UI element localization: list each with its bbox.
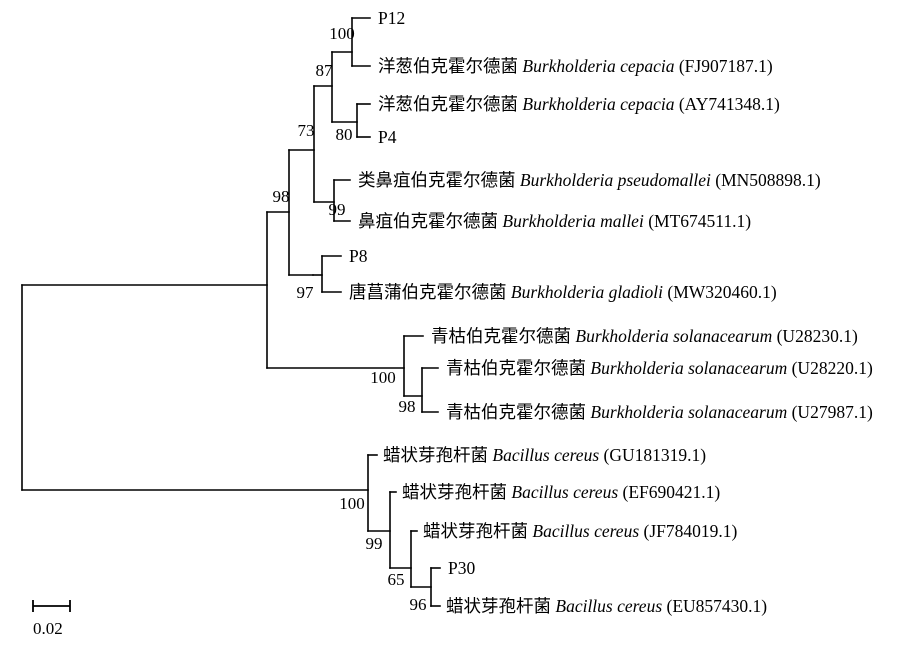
- leaf-mallei-chinese: 鼻疽伯克霍尔德菌: [358, 211, 498, 231]
- node-97-clade: [312, 255, 342, 293]
- leaf-solanacearum-u28220-accession: (U28220.1): [792, 358, 873, 378]
- scale-bar: 0.02: [32, 600, 71, 638]
- leaf-solanacearum-u27987-scientific: Burkholderia solanacearum: [590, 402, 787, 422]
- leaf-cereus-gu-scientific: Bacillus cereus: [492, 445, 599, 465]
- node-98-solanacearum-clade: [421, 367, 439, 413]
- leaf-pseudomallei-accession: (MN508898.1): [715, 170, 821, 190]
- leaf-label-gladioli-mw320460: 唐菖蒲伯克霍尔德菌 Burkholderia gladioli (MW32046…: [349, 282, 777, 302]
- bootstrap-98-burkholderia: 98: [273, 187, 290, 206]
- burkholderia-superclade: [266, 211, 405, 369]
- leaf-label-mallei-mt674511: 鼻疽伯克霍尔德菌 Burkholderia mallei (MT674511.1…: [358, 211, 751, 231]
- leaf-solanacearum-u28220-chinese: 青枯伯克霍尔德菌: [446, 358, 586, 378]
- leaf-p12-plain: P12: [378, 8, 405, 28]
- node-100-cereus-clade: [367, 454, 391, 532]
- bootstrap-100-cereus: 100: [339, 494, 365, 513]
- leaf-label-cereus-gu181319: 蜡状芽孢杆菌 Bacillus cereus (GU181319.1): [383, 445, 706, 465]
- bootstrap-values: 100 87 80 73 99 98 97 100 98 100 99 65 9…: [273, 24, 427, 614]
- leaf-label-cepacia-ay741348: 洋葱伯克霍尔德菌 Burkholderia cepacia (AY741348.…: [378, 94, 780, 114]
- leaf-pseudomallei-scientific: Burkholderia pseudomallei: [520, 170, 711, 190]
- bootstrap-100-solanacearum: 100: [370, 368, 396, 387]
- node-96-cereus-clade: [430, 567, 441, 607]
- leaf-gladioli-scientific: Burkholderia gladioli: [511, 282, 663, 302]
- bootstrap-65-cereus: 65: [388, 570, 405, 589]
- leaf-cereus-ef-scientific: Bacillus cereus: [511, 482, 618, 502]
- node-73-clade: [313, 85, 335, 203]
- leaf-label-solanacearum-u27987: 青枯伯克霍尔德菌 Burkholderia solanacearum (U279…: [446, 402, 873, 422]
- leaf-solanacearum-u28230-accession: (U28230.1): [777, 326, 858, 346]
- leaf-gladioli-accession: (MW320460.1): [667, 282, 777, 302]
- node-100-cepacia-clade: [351, 17, 371, 67]
- leaf-mallei-scientific: Burkholderia mallei: [502, 211, 644, 231]
- leaf-label-p12: P12: [378, 8, 405, 28]
- leaf-cereus-eu-scientific: Bacillus cereus: [555, 596, 662, 616]
- leaf-label-pseudomallei-mn508898: 类鼻疽伯克霍尔德菌 Burkholderia pseudomallei (MN5…: [358, 170, 821, 190]
- leaf-cereus-eu-accession: (EU857430.1): [667, 596, 768, 616]
- leaf-cepacia-ay-chinese: 洋葱伯克霍尔德菌: [378, 94, 518, 114]
- leaf-label-cereus-eu857430: 蜡状芽孢杆菌 Bacillus cereus (EU857430.1): [446, 596, 767, 616]
- leaf-p30-plain: P30: [448, 558, 475, 578]
- leaf-cereus-gu-chinese: 蜡状芽孢杆菌: [383, 445, 488, 465]
- leaf-cereus-ef-chinese: 蜡状芽孢杆菌: [402, 482, 507, 502]
- bootstrap-99-cereus: 99: [366, 534, 383, 553]
- bootstrap-80: 80: [336, 125, 353, 144]
- leaf-solanacearum-u28220-scientific: Burkholderia solanacearum: [590, 358, 787, 378]
- leaf-label-cereus-jf784019: 蜡状芽孢杆菌 Bacillus cereus (JF784019.1): [423, 521, 738, 541]
- bootstrap-99-mallei: 99: [329, 200, 346, 219]
- leaf-label-p30: P30: [448, 558, 475, 578]
- leaf-cepacia-ay-accession: (AY741348.1): [679, 94, 780, 114]
- root-branches: [21, 284, 369, 491]
- leaf-labels: P12 洋葱伯克霍尔德菌 Burkholderia cepacia (FJ907…: [349, 8, 873, 616]
- bootstrap-100-cepacia: 100: [329, 24, 355, 43]
- leaf-label-p4: P4: [378, 127, 397, 147]
- bootstrap-97-gladioli: 97: [297, 283, 315, 302]
- leaf-mallei-accession: (MT674511.1): [648, 211, 751, 231]
- leaf-label-p8: P8: [349, 246, 368, 266]
- bootstrap-98-solanacearum: 98: [399, 397, 416, 416]
- scale-bar-label: 0.02: [33, 619, 63, 638]
- leaf-solanacearum-u28230-chinese: 青枯伯克霍尔德菌: [431, 326, 571, 346]
- bootstrap-73: 73: [298, 121, 315, 140]
- node-99-mallei-clade: [333, 179, 351, 222]
- node-65-cereus-clade: [410, 530, 432, 588]
- node-100-solanacearum-clade: [403, 335, 424, 397]
- leaf-label-cepacia-fj907187: 洋葱伯克霍尔德菌 Burkholderia cepacia (FJ907187.…: [378, 56, 773, 76]
- leaf-solanacearum-u27987-chinese: 青枯伯克霍尔德菌: [446, 402, 586, 422]
- leaf-cepacia-fj-scientific: Burkholderia cepacia: [522, 56, 674, 76]
- node-87-clade: [331, 51, 358, 123]
- leaf-cereus-gu-accession: (GU181319.1): [604, 445, 707, 465]
- leaf-pseudomallei-chinese: 类鼻疽伯克霍尔德菌: [358, 170, 516, 190]
- scale-bar-line: [32, 600, 71, 612]
- leaf-cereus-jf-accession: (JF784019.1): [644, 521, 738, 541]
- leaf-cepacia-fj-chinese: 洋葱伯克霍尔德菌: [378, 56, 518, 76]
- leaf-label-cereus-ef690421: 蜡状芽孢杆菌 Bacillus cereus (EF690421.1): [402, 482, 720, 502]
- leaf-label-solanacearum-u28220: 青枯伯克霍尔德菌 Burkholderia solanacearum (U282…: [446, 358, 873, 378]
- leaf-label-solanacearum-u28230: 青枯伯克霍尔德菌 Burkholderia solanacearum (U282…: [431, 326, 858, 346]
- leaf-p8-plain: P8: [349, 246, 368, 266]
- leaf-solanacearum-u28230-scientific: Burkholderia solanacearum: [575, 326, 772, 346]
- leaf-gladioli-chinese: 唐菖蒲伯克霍尔德菌: [349, 282, 507, 302]
- leaf-solanacearum-u27987-accession: (U27987.1): [792, 402, 873, 422]
- node-80-clade: [356, 103, 371, 138]
- leaf-cereus-jf-chinese: 蜡状芽孢杆菌: [423, 521, 528, 541]
- leaf-cepacia-fj-accession: (FJ907187.1): [679, 56, 773, 76]
- bootstrap-96-cereus: 96: [410, 595, 427, 614]
- leaf-p4-plain: P4: [378, 127, 397, 147]
- leaf-cereus-eu-chinese: 蜡状芽孢杆菌: [446, 596, 551, 616]
- node-98-clade: [288, 149, 315, 276]
- leaf-cereus-ef-accession: (EF690421.1): [623, 482, 721, 502]
- leaf-cereus-jf-scientific: Bacillus cereus: [532, 521, 639, 541]
- node-99-cereus-clade: [389, 491, 412, 569]
- bootstrap-87: 87: [316, 61, 334, 80]
- leaf-cepacia-ay-scientific: Burkholderia cepacia: [522, 94, 674, 114]
